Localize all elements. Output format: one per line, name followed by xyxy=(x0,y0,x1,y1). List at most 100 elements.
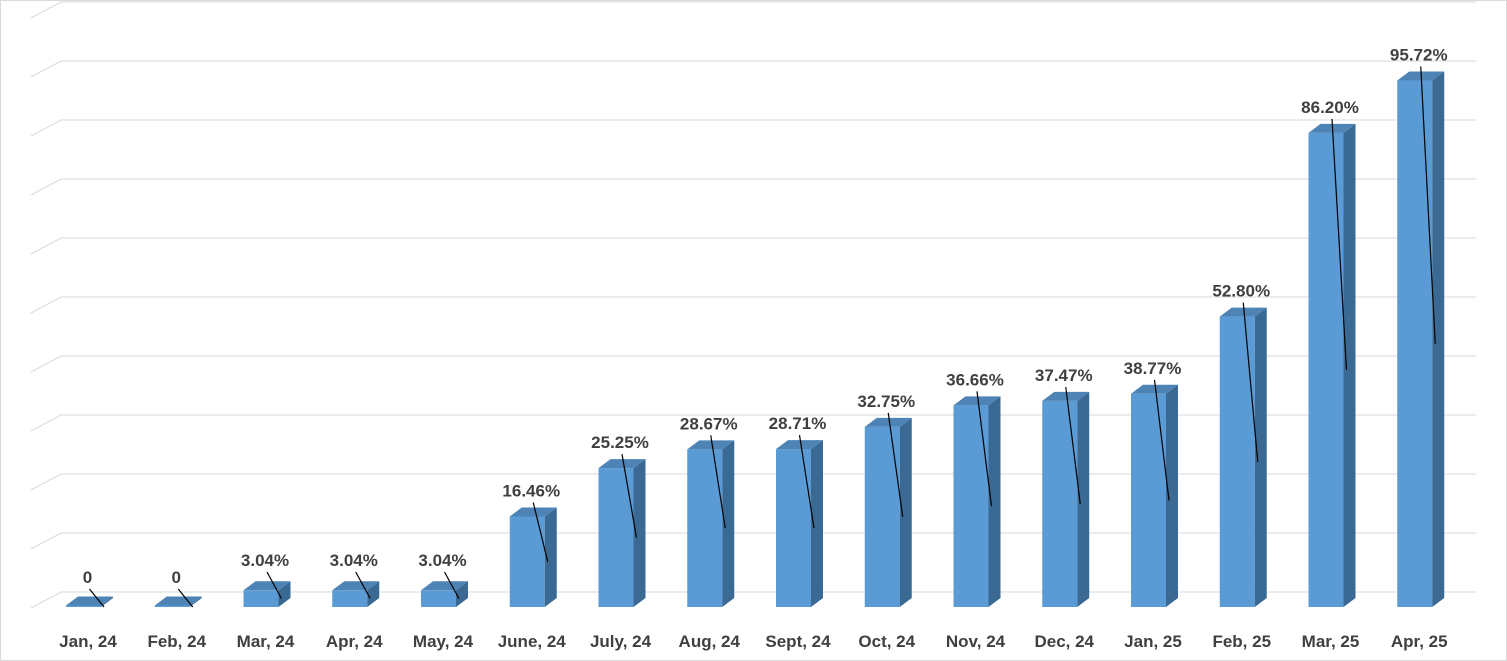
data-label: 3.04% xyxy=(241,551,289,570)
bar-side xyxy=(633,459,646,607)
bar-front xyxy=(1131,393,1166,607)
bar-front xyxy=(1042,400,1078,607)
bar-side xyxy=(278,581,291,607)
gridline xyxy=(30,414,1476,432)
data-label: 38.77% xyxy=(1124,359,1182,378)
data-label: 25.25% xyxy=(591,433,649,452)
category-label: July, 24 xyxy=(590,632,652,651)
bar-side xyxy=(811,440,823,607)
data-label: 86.20% xyxy=(1301,98,1359,117)
category-label: June, 24 xyxy=(498,632,567,651)
category-label: Apr, 24 xyxy=(326,632,383,651)
bar-side xyxy=(189,596,202,607)
bar-top xyxy=(332,581,380,591)
bar-top xyxy=(1042,391,1090,401)
category-labels: Jan, 24 Feb, 24 Mar, 24 Apr, 24 May, 24 June,… xyxy=(59,632,1447,651)
bar-side xyxy=(722,440,735,607)
gridline xyxy=(30,60,1476,78)
leader-line xyxy=(266,571,283,599)
gridline xyxy=(30,119,1476,137)
data-label: 0 xyxy=(172,568,181,587)
data-label: 32.75% xyxy=(857,392,915,411)
bars xyxy=(66,71,1445,608)
category-label: Aug, 24 xyxy=(679,632,741,651)
gridline xyxy=(30,591,1476,609)
data-label: 16.46% xyxy=(502,481,560,500)
leader-line xyxy=(710,435,726,529)
leader-line xyxy=(177,588,194,608)
leader-line xyxy=(887,412,904,518)
data-label: 28.71% xyxy=(769,414,827,433)
bar-front xyxy=(1219,316,1255,607)
data-label: 3.04% xyxy=(330,551,378,570)
bar-side xyxy=(456,581,468,607)
gridline xyxy=(30,1,1476,19)
data-label: 28.67% xyxy=(680,414,738,433)
data-label: 52.80% xyxy=(1212,282,1270,301)
bar-top xyxy=(154,596,202,606)
bar-front xyxy=(332,590,368,607)
data-label: 36.66% xyxy=(946,370,1004,389)
gridline xyxy=(30,355,1476,373)
leader-line xyxy=(1242,302,1259,462)
bar-side xyxy=(1432,71,1445,608)
bar-front xyxy=(598,468,634,607)
bar-side xyxy=(1254,307,1267,607)
gridline xyxy=(30,296,1476,314)
bar-top xyxy=(776,440,823,450)
bar-front xyxy=(509,516,545,607)
category-label: Jan, 24 xyxy=(59,632,117,651)
bar-top xyxy=(66,596,113,606)
data-labels: 0 0 3.04% 3.04% 3.04% 16.46% 25.25% 28.67% 28.71… xyxy=(83,46,1448,587)
category-label: Feb, 24 xyxy=(147,632,206,651)
data-label: 0 xyxy=(83,568,92,587)
gridline xyxy=(30,532,1476,550)
bar-side xyxy=(1077,391,1090,607)
leader-line xyxy=(1065,386,1081,505)
bar-top xyxy=(687,440,735,450)
bar-side xyxy=(1343,123,1356,608)
category-label: Apr, 25 xyxy=(1391,632,1448,651)
bar-front xyxy=(154,605,190,607)
leader-line xyxy=(355,571,371,599)
leader-lines xyxy=(89,66,1436,608)
leader-line xyxy=(976,391,993,507)
bar-side xyxy=(988,396,1001,607)
bar-front xyxy=(66,605,101,607)
category-label: Mar, 24 xyxy=(237,632,295,651)
bar-front xyxy=(776,449,811,607)
category-label: Sept, 24 xyxy=(765,632,831,651)
bar-side xyxy=(899,417,912,607)
bar-side xyxy=(544,507,557,607)
bar-front xyxy=(953,405,989,607)
bar-side xyxy=(367,581,380,607)
category-label: May, 24 xyxy=(413,632,474,651)
gridline xyxy=(30,473,1476,491)
bar-front xyxy=(421,590,456,607)
bar-top xyxy=(421,581,468,591)
bar-top xyxy=(1131,384,1178,394)
bar-top xyxy=(953,396,1001,406)
bar-top xyxy=(509,507,557,517)
bar-side xyxy=(1166,384,1178,607)
data-label: 3.04% xyxy=(418,551,466,570)
leader-line xyxy=(532,502,549,562)
bar-top xyxy=(598,459,646,469)
bar-front xyxy=(687,449,723,607)
bar-front xyxy=(1308,132,1344,607)
leader-line xyxy=(1331,118,1348,370)
leader-line xyxy=(1153,379,1170,501)
bar-top xyxy=(864,417,912,427)
leader-line xyxy=(1420,66,1436,344)
category-label: Nov, 24 xyxy=(946,632,1006,651)
leader-line xyxy=(798,435,815,529)
bar-front xyxy=(1397,80,1433,608)
category-label: Jan, 25 xyxy=(1124,632,1182,651)
bar-top xyxy=(1219,307,1267,317)
bar-front xyxy=(243,590,279,607)
bar-top xyxy=(243,581,291,591)
category-label: Mar, 25 xyxy=(1302,632,1360,651)
bar-side xyxy=(101,596,113,607)
